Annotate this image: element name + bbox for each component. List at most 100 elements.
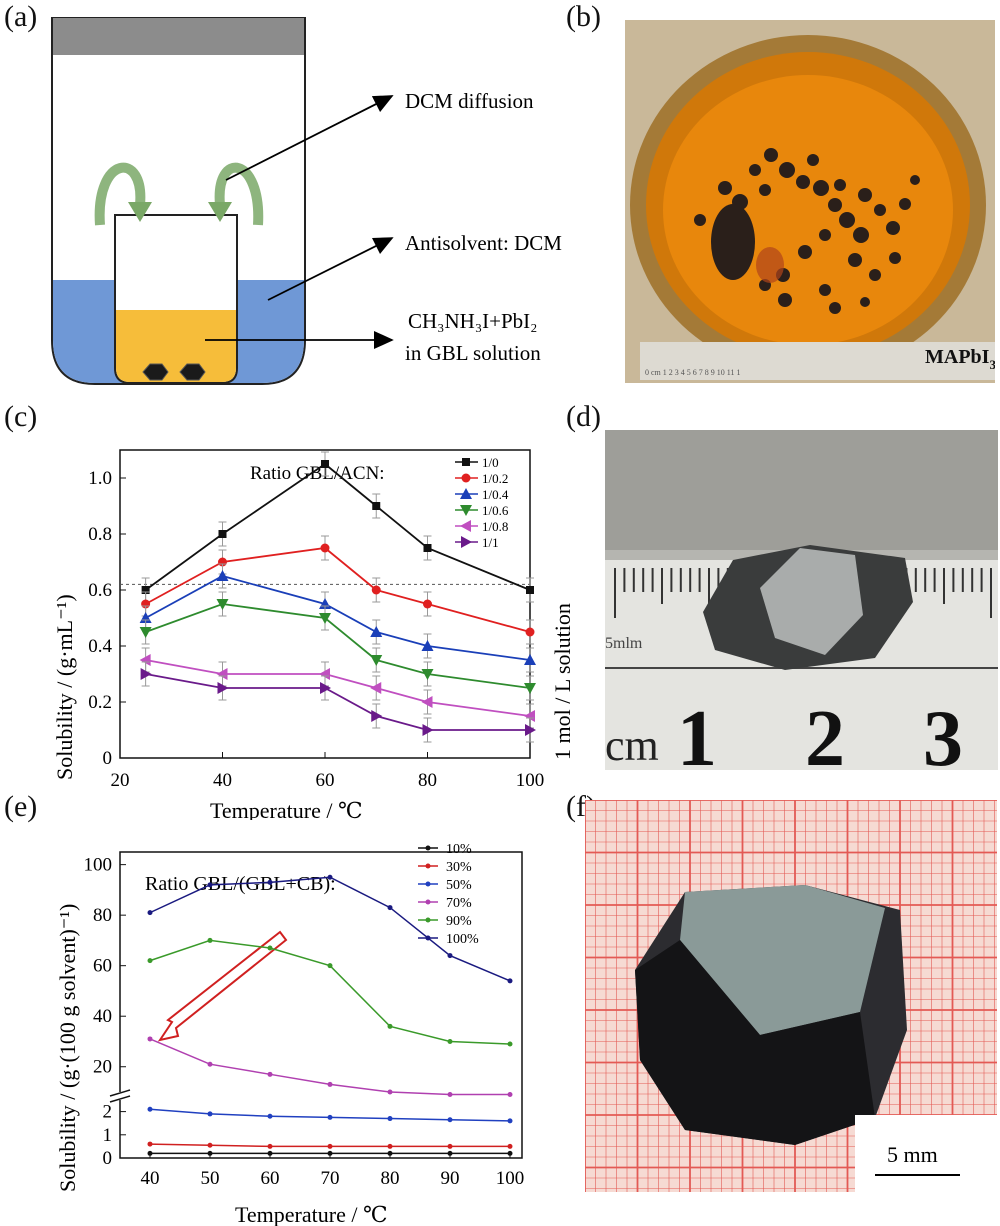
y-tick-label: 40 [93,1006,112,1027]
arrow-head-icon [208,202,232,222]
data-point [147,958,153,964]
data-point [524,683,536,694]
data-point [207,1150,213,1156]
arrow-head-icon [128,202,152,222]
data-point [421,640,434,651]
ruler-mm-label: 5mlm [605,635,643,652]
legend-label: 1/0.4 [482,487,509,502]
legend-marker [425,899,431,905]
data-point [447,1150,453,1156]
data-point [507,1143,513,1149]
y-tick-label: 1 [103,1125,113,1146]
data-point [207,1111,213,1117]
y-tick-label: 0 [103,748,113,769]
data-point [387,1116,393,1122]
data-point [526,586,534,594]
data-point [319,668,330,680]
y-tick-label: 1.0 [88,468,112,489]
ylabel-e: Solubility / (g·(100 g solvent)⁻¹) [55,904,80,1192]
legend-marker [425,917,431,923]
legend-marker [460,488,472,499]
data-point [371,710,383,722]
ruler-cm-label: cm [605,721,659,770]
data-point [216,599,229,610]
crystal-icon [179,363,206,381]
jar-lid [53,18,304,55]
y-tick-label: 0.4 [88,636,112,657]
axis-break [109,1095,131,1103]
data-point [387,905,393,911]
data-point [524,654,536,665]
data-point [141,586,150,594]
data-point [507,1150,513,1156]
x-tick-label: 20 [111,770,130,791]
data-point [387,1023,393,1029]
legend-label: 10% [446,842,472,857]
data-point [207,1142,213,1148]
data-point [207,937,213,943]
data-point [216,570,229,581]
legend-label: 1/0.6 [482,503,509,518]
x-tick-label: 50 [201,1168,220,1189]
photo-crystal-grid: 5 mm [585,800,997,1192]
label-solution-1: CH₃NH₃I+PbI₂ [408,309,537,333]
data-point [327,1150,333,1156]
panel-label-d: (d) [566,400,601,433]
data-point [147,1036,153,1042]
photo-petri-dish: MAPbI3 0 cm 1 2 3 4 5 6 7 8 9 10 11 1 [625,20,995,383]
data-point [423,544,432,552]
legend-marker [425,881,431,887]
legend-label: 1/0.8 [482,519,508,534]
data-point [421,696,433,708]
y-tick-label: 20 [93,1057,112,1078]
data-point [267,1071,273,1077]
data-point [327,963,333,969]
side-label-d: 1 mol / L solution [550,603,575,760]
data-point [320,543,330,553]
legend-marker [460,520,471,532]
series-line [145,659,531,717]
xlabel-c: Temperature / ℃ [210,798,363,820]
scale-bar-label: 5 mm [887,1142,938,1167]
y-tick-label: 0.8 [88,524,112,545]
legend-marker [425,845,431,851]
data-point [327,874,333,880]
axis-break [109,1089,131,1097]
diagram-crystal-growth-setup: DCM diffusion Antisolvent: DCM CH₃NH₃I+P… [51,17,562,385]
y-tick-label: 0.6 [88,580,112,601]
legend-title-c: Ratio GBL/ACN: [250,463,385,484]
data-point [421,669,434,680]
data-point [507,1092,513,1098]
x-tick-label: 40 [213,770,232,791]
svg-text:1 mol / L solution: 1 mol / L solution [550,603,575,760]
legend-marker [425,863,431,869]
data-point [267,1150,273,1156]
y-tick-label: 100 [84,855,113,876]
data-point [447,1143,453,1149]
data-point [370,626,383,637]
legend-marker [460,505,472,516]
data-point [525,627,535,637]
data-point [207,1061,213,1067]
data-point [267,945,273,951]
data-point [387,1089,393,1095]
y-tick-label: 0.2 [88,692,112,713]
y-tick-label: 60 [93,956,112,977]
trend-arrow-icon [157,930,288,1042]
crystal-icon [142,363,169,381]
panel-label-c: (c) [4,400,38,433]
label-mapbi3: MAPbI3 [925,346,995,372]
chart-c: Ratio GBL/ACN: Temperature / ℃ Solubilit… [52,449,544,820]
legend-label: 100% [446,932,479,947]
data-point [218,530,227,538]
data-point [447,1117,453,1123]
data-point [216,668,228,680]
legend-label: 1/1 [482,535,499,550]
data-point [507,978,513,984]
data-point [507,1041,513,1047]
x-tick-label: 60 [261,1168,280,1189]
x-tick-label: 70 [321,1168,340,1189]
legend-marker [461,473,471,483]
data-point [267,1143,273,1149]
legend-label: 70% [446,896,472,911]
